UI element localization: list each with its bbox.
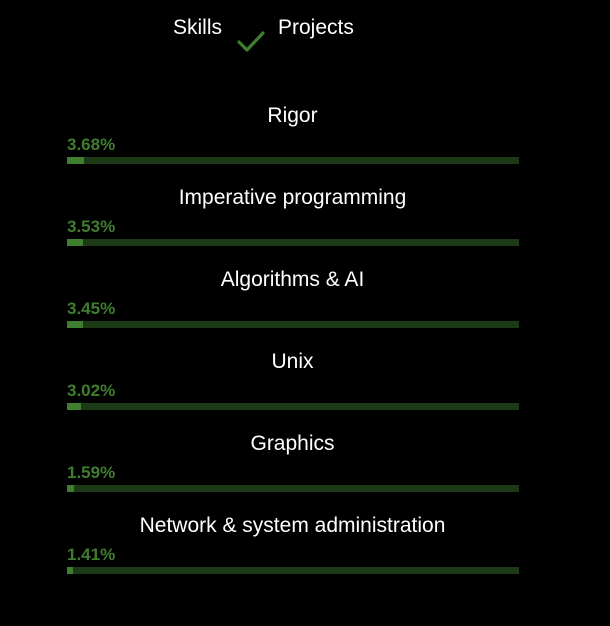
skill-item-graphics: Graphics 1.59%: [0, 428, 610, 510]
tab-projects[interactable]: Projects: [278, 16, 354, 39]
skill-item-algorithms-ai: Algorithms & AI 3.45%: [0, 264, 610, 346]
skill-percent: 3.53%: [67, 217, 116, 236]
skill-percent: 3.02%: [67, 381, 116, 400]
skill-name: Graphics: [250, 432, 335, 455]
skill-progress-fill: [67, 403, 81, 410]
skill-name: Unix: [271, 350, 314, 373]
tab-bar: Skills Projects: [0, 14, 610, 58]
skill-progress-fill: [67, 567, 74, 574]
skill-progress-track: [67, 157, 519, 164]
skill-progress-track: [67, 321, 519, 328]
check-icon: [237, 31, 265, 52]
skills-list: Rigor 3.68% Imperative programming 3.53%…: [0, 100, 610, 592]
skill-percent: 1.41%: [67, 545, 116, 564]
tab-skills[interactable]: Skills: [173, 16, 223, 39]
skill-percent: 3.45%: [67, 299, 116, 318]
skill-progress-track: [67, 485, 519, 492]
skill-progress-track: [67, 403, 519, 410]
skill-percent: 3.68%: [67, 135, 116, 154]
skill-progress-track: [67, 567, 519, 574]
skill-progress-fill: [67, 157, 84, 164]
skill-name: Network & system administration: [139, 514, 446, 537]
skill-item-network-system-administration: Network & system administration 1.41%: [0, 510, 610, 592]
skill-name: Rigor: [267, 104, 318, 127]
skill-name: Imperative programming: [178, 186, 407, 209]
skill-percent: 1.59%: [67, 463, 116, 482]
skill-progress-track: [67, 239, 519, 246]
skill-progress-fill: [67, 321, 83, 328]
skill-name: Algorithms & AI: [220, 268, 365, 291]
skill-progress-fill: [67, 485, 75, 492]
skill-item-imperative-programming: Imperative programming 3.53%: [0, 182, 610, 264]
skill-progress-fill: [67, 239, 83, 246]
skill-item-unix: Unix 3.02%: [0, 346, 610, 428]
skill-item-rigor: Rigor 3.68%: [0, 100, 610, 182]
